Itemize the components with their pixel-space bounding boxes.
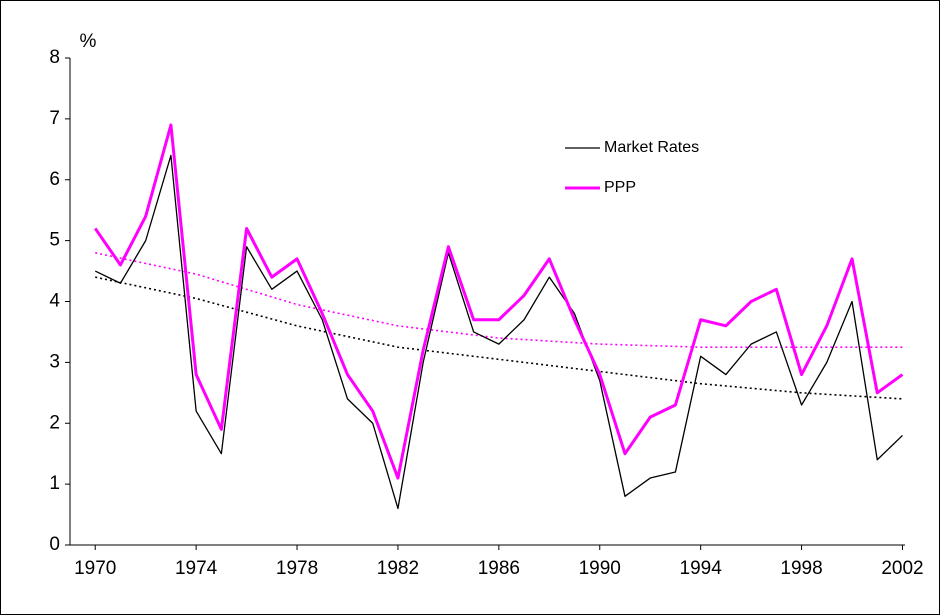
y-tick-label: 4 — [49, 291, 60, 312]
y-tick-label: 8 — [49, 47, 60, 68]
x-tick-label: 2002 — [881, 558, 923, 579]
y-tick-label: 2 — [49, 412, 60, 433]
x-tick-label: 1978 — [276, 558, 318, 579]
x-tick-label: 1986 — [478, 558, 520, 579]
series-line — [93, 123, 904, 480]
x-tick-label: 1982 — [377, 558, 419, 579]
y-tick-label: 7 — [49, 108, 60, 129]
y-tick-label: 6 — [49, 169, 60, 190]
y-unit: % — [80, 31, 97, 52]
x-tick-label: 1994 — [680, 558, 723, 579]
x-tick-label: 1970 — [74, 558, 116, 579]
x-tick-label: 1974 — [175, 558, 218, 579]
legend-label: PPP — [604, 179, 636, 196]
series-line — [94, 154, 903, 510]
y-tick-label: 0 — [49, 534, 60, 555]
legend-label: Market Rates — [604, 139, 699, 156]
y-tick-label: 3 — [49, 351, 60, 372]
x-tick-label: 1998 — [780, 558, 822, 579]
x-tick-label: 1990 — [579, 558, 621, 579]
y-tick-label: 5 — [49, 230, 60, 251]
y-tick-label: 1 — [49, 473, 60, 494]
